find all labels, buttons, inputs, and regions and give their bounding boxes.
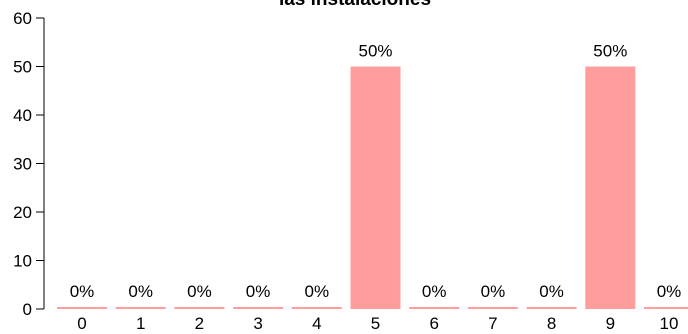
y-axis: 0 10 20 30 40 50 60 — [13, 9, 45, 319]
x-tick-label-1: 1 — [136, 314, 145, 333]
bar-5 — [350, 66, 401, 309]
data-label-6: 0% — [422, 282, 447, 301]
data-label-7: 0% — [481, 282, 506, 301]
bar-4 — [291, 307, 342, 309]
data-label-10: 0% — [657, 282, 682, 301]
x-axis: 0 1 2 3 4 5 6 7 8 9 10 — [77, 314, 678, 333]
bar-1 — [115, 307, 166, 309]
data-label-5: 50% — [358, 42, 392, 61]
x-tick-label-3: 3 — [253, 314, 262, 333]
y-tick-label: 60 — [13, 9, 32, 28]
x-tick-label-5: 5 — [371, 314, 380, 333]
x-tick-label-6: 6 — [429, 314, 438, 333]
data-label-2: 0% — [187, 282, 212, 301]
x-tick-label-10: 10 — [660, 314, 679, 333]
bar-0 — [57, 307, 107, 309]
x-tick-label-2: 2 — [195, 314, 204, 333]
data-label-8: 0% — [539, 282, 564, 301]
bar-2 — [174, 307, 225, 309]
bar-9 — [585, 66, 636, 309]
x-tick-label-0: 0 — [77, 314, 86, 333]
y-tick-label: 20 — [13, 203, 32, 222]
x-tick-label-8: 8 — [547, 314, 556, 333]
data-label-4: 0% — [305, 282, 330, 301]
y-tick-label: 10 — [13, 252, 32, 271]
y-tick-label: 0 — [23, 300, 32, 319]
bar-6 — [409, 307, 460, 309]
data-label-3: 0% — [246, 282, 271, 301]
data-label-1: 0% — [128, 282, 153, 301]
bar-3 — [233, 307, 284, 309]
y-tick-label: 50 — [13, 58, 32, 77]
bar-10 — [644, 307, 688, 309]
bars-group — [57, 66, 688, 309]
x-tick-label-4: 4 — [312, 314, 321, 333]
chart-title: las instalaciones — [279, 0, 431, 10]
x-tick-label-9: 9 — [606, 314, 615, 333]
data-label-9: 50% — [593, 42, 627, 61]
bar-8 — [526, 307, 577, 309]
y-tick-label: 40 — [13, 106, 32, 125]
bar-7 — [467, 307, 518, 309]
data-labels-group: 0% 0% 0% 0% 0% 50% 0% 0% 0% 50% 0% — [70, 42, 682, 302]
y-tick-label: 30 — [13, 155, 32, 174]
data-label-0: 0% — [70, 282, 95, 301]
x-tick-label-7: 7 — [488, 314, 497, 333]
